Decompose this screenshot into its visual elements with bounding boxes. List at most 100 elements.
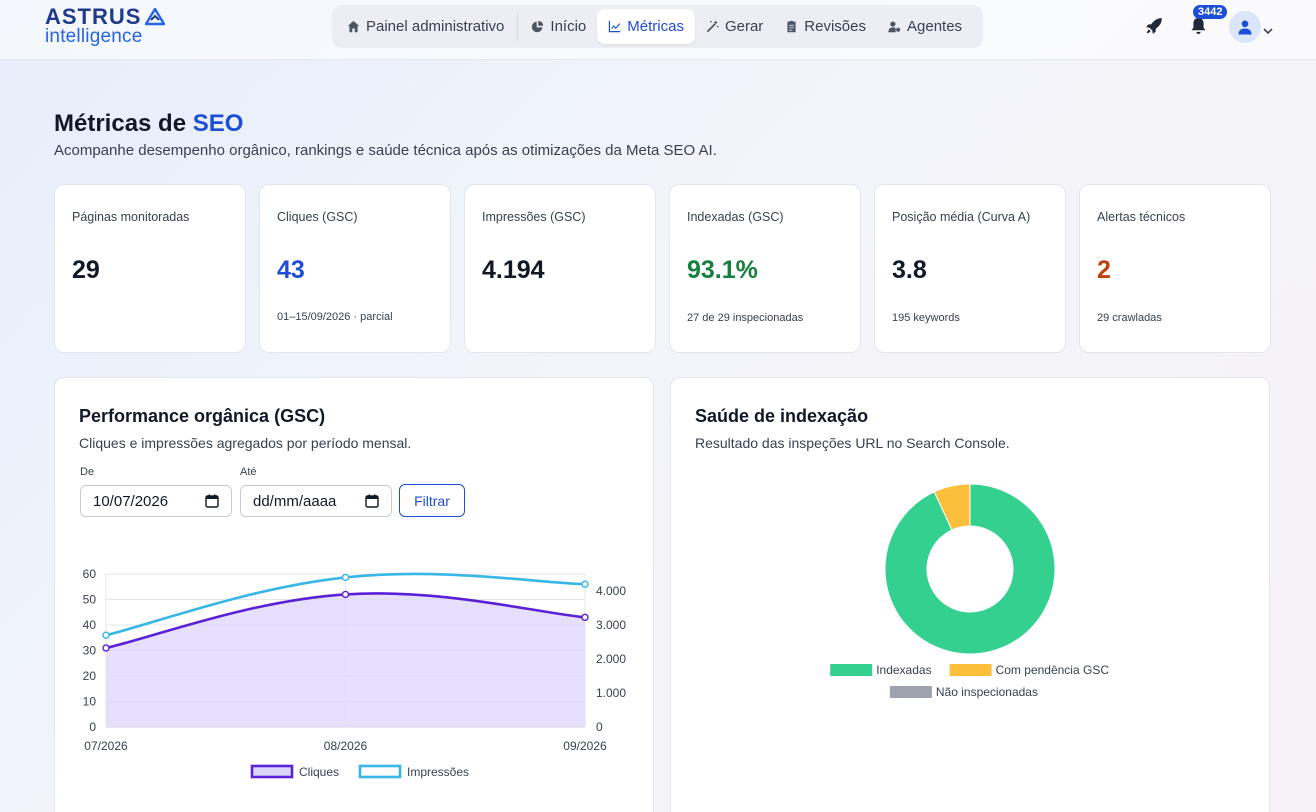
kpi-label: Cliques (GSC): [277, 210, 358, 224]
donut-slice[interactable]: [933, 483, 971, 531]
kpi-card-avg-position: Posição média (Curva A) 3.8 195 keywords: [874, 184, 1066, 353]
page-title-highlight: SEO: [192, 110, 244, 137]
nav-label: Gerar: [724, 18, 764, 35]
y-right-tick-label: 4.000: [596, 584, 626, 598]
x-tick-label: 08/2026: [324, 739, 368, 753]
nav-admin-panel[interactable]: Painel administrativo: [336, 9, 515, 44]
from-date-value: 10/07/2026: [93, 492, 169, 510]
page-subtitle: Acompanhe desempenho orgânico, rankings …: [54, 142, 717, 159]
nav-divider: [517, 12, 519, 41]
data-point[interactable]: [102, 644, 110, 652]
kpi-note: 27 de 29 inspecionadas: [687, 312, 804, 324]
user-gear-icon: [888, 21, 901, 33]
kpi-value: 3.8: [892, 256, 927, 284]
y-right-tick-label: 2.000: [596, 652, 626, 666]
rocket-icon[interactable]: [1145, 17, 1163, 40]
to-date-value: dd/mm/aaaa: [253, 492, 337, 510]
performance-subtitle: Cliques e impressões agregados por perío…: [79, 435, 412, 451]
kpi-note: 29 crawladas: [1097, 312, 1162, 324]
nav-metrics[interactable]: Métricas: [597, 9, 695, 44]
performance-line-chart: 0 10 20 30 40 50 60 0 1.000 2.000 3.000 4.000 07/202…: [83, 567, 627, 779]
filter-button[interactable]: Filtrar: [399, 484, 465, 517]
y-right-tick-label: 0: [596, 720, 603, 734]
kpi-label: Indexadas (GSC): [687, 210, 784, 224]
kpi-value: 93.1%: [687, 256, 758, 284]
brand-logo[interactable]: ASTRUS intelligence: [45, 4, 166, 47]
nav-generate[interactable]: Gerar: [695, 9, 774, 44]
indexing-subtitle: Resultado das inspeções URL no Search Co…: [695, 435, 1010, 451]
to-date-input[interactable]: dd/mm/aaaa: [240, 485, 392, 517]
legend-label[interactable]: Com pendência GSC: [996, 663, 1110, 677]
clipboard-icon: [787, 20, 796, 33]
page-title: Métricas de SEO: [54, 110, 243, 138]
x-tick-label: 07/2026: [84, 739, 128, 753]
legend-swatch[interactable]: [358, 764, 402, 779]
brand-name: ASTRUS: [45, 4, 142, 29]
data-point[interactable]: [102, 631, 110, 639]
top-navbar: ASTRUS intelligence Painel administrativ…: [0, 0, 1316, 60]
nav-agents[interactable]: Agentes: [877, 9, 973, 44]
data-point[interactable]: [341, 590, 350, 599]
y-left-tick-label: 50: [83, 593, 97, 607]
legend-label[interactable]: Indexadas: [876, 663, 931, 677]
nav-label: Agentes: [907, 18, 963, 35]
notification-badge: 3442: [1193, 5, 1228, 19]
user-icon: [1238, 20, 1252, 35]
kpi-label: Impressões (GSC): [482, 210, 586, 224]
kpi-note: 01–15/09/2026 · parcial: [277, 311, 393, 323]
page-title-prefix: Métricas de: [54, 110, 193, 137]
indexing-title: Saúde de indexação: [695, 406, 869, 426]
kpi-label: Posição média (Curva A): [892, 210, 1031, 224]
data-point[interactable]: [581, 613, 589, 622]
nav-label: Métricas: [627, 18, 684, 35]
kpi-value: 4.194: [482, 256, 545, 284]
brand-mark-icon: [145, 8, 166, 26]
brand-tagline: intelligence: [45, 26, 143, 47]
performance-panel: Performance orgânica (GSC) Cliques e imp…: [54, 377, 654, 812]
kpi-card-indexed: Indexadas (GSC) 93.1% 27 de 29 inspecion…: [669, 184, 861, 353]
data-point[interactable]: [341, 573, 350, 582]
x-tick-label: 09/2026: [563, 739, 607, 753]
legend-label[interactable]: Não inspecionadas: [936, 685, 1038, 699]
kpi-value: 43: [277, 256, 305, 284]
legend-label[interactable]: Impressões: [407, 765, 469, 779]
nav-label: Revisões: [804, 18, 866, 35]
legend-swatch[interactable]: [830, 664, 873, 676]
kpi-cards: Páginas monitoradas 29 Cliques (GSC) 43 …: [54, 184, 1271, 353]
chevron-down-icon[interactable]: [1263, 22, 1273, 40]
kpi-card-pages: Páginas monitoradas 29: [54, 184, 246, 353]
legend-label[interactable]: Cliques: [299, 765, 339, 779]
calendar-icon[interactable]: [365, 494, 379, 508]
kpi-card-alerts: Alertas técnicos 2 29 crawladas: [1079, 184, 1271, 353]
nav-label: Início: [550, 18, 587, 35]
y-left-tick-label: 0: [89, 720, 96, 734]
kpi-value: 2: [1097, 256, 1111, 284]
nav-home[interactable]: Início: [520, 9, 597, 44]
from-label: De: [80, 466, 95, 478]
kpi-card-impressions: Impressões (GSC) 4.194: [464, 184, 656, 353]
legend-swatch[interactable]: [949, 664, 992, 676]
y-left-tick-label: 30: [83, 644, 97, 658]
kpi-label: Páginas monitoradas: [72, 210, 190, 224]
indexing-panel: Saúde de indexação Resultado das inspeçõ…: [670, 377, 1270, 812]
indexing-donut-chart: Indexadas Com pendência GSC Não inspeciona…: [830, 483, 1110, 699]
nav-reviews[interactable]: Revisões: [774, 9, 877, 44]
kpi-note: 195 keywords: [892, 312, 960, 324]
kpi-card-clicks: Cliques (GSC) 43 01–15/09/2026 · parcial: [259, 184, 451, 353]
calendar-icon[interactable]: [205, 494, 219, 508]
home-icon: [347, 20, 360, 33]
bell-icon[interactable]: [1190, 17, 1207, 40]
y-left-tick-label: 10: [83, 695, 97, 709]
donut-slice[interactable]: [884, 483, 1056, 655]
from-date-input[interactable]: 10/07/2026: [80, 485, 232, 517]
nav-label: Painel administrativo: [366, 18, 505, 35]
y-left-tick-label: 60: [83, 567, 97, 581]
y-right-tick-label: 3.000: [596, 618, 626, 632]
avatar[interactable]: [1229, 11, 1261, 43]
legend-swatch[interactable]: [889, 686, 932, 698]
to-label: Até: [240, 466, 257, 478]
data-point[interactable]: [581, 580, 589, 588]
kpi-value: 29: [72, 256, 100, 284]
legend-swatch[interactable]: [250, 764, 294, 779]
kpi-label: Alertas técnicos: [1097, 210, 1186, 224]
